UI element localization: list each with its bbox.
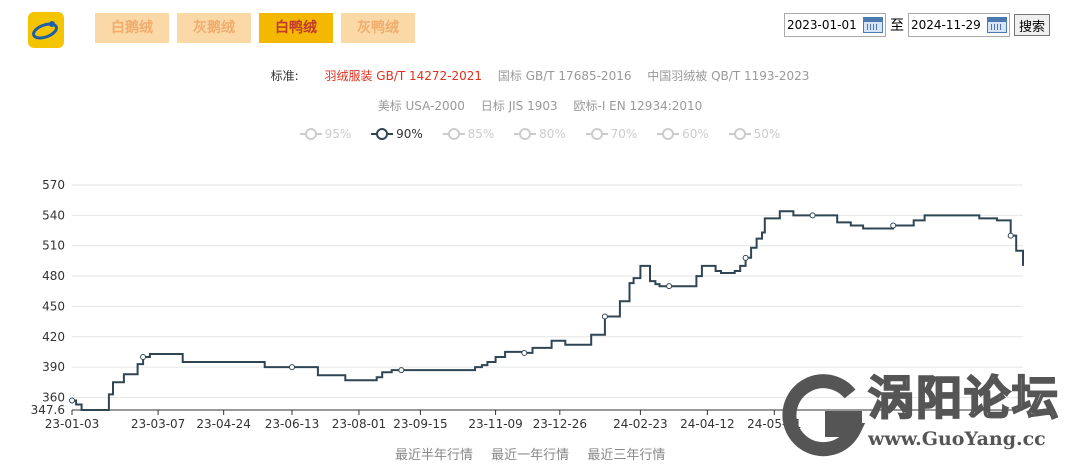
legend-marker-icon xyxy=(299,128,322,140)
calendar-icon[interactable] xyxy=(863,17,883,33)
series-line-90 xyxy=(72,210,1024,411)
legend-item-70[interactable]: 70% xyxy=(585,127,638,141)
y-tick-label: 450 xyxy=(42,299,65,313)
y-tick-label: 480 xyxy=(42,269,65,283)
y-tick-label: 360 xyxy=(42,390,65,404)
standard-qb-1193[interactable]: 中国羽绒被 QB/T 1193-2023 xyxy=(647,69,810,83)
watermark-g-logo-icon xyxy=(782,374,866,457)
series-point-90 xyxy=(288,364,295,371)
logo-swoosh-icon xyxy=(32,21,58,40)
tab-grey-goose-down[interactable]: 灰鹅绒 xyxy=(177,13,251,43)
legend-label: 80% xyxy=(539,127,566,141)
search-button[interactable]: 搜索 xyxy=(1014,14,1051,36)
series-point-90 xyxy=(809,212,816,219)
x-tick-label: 23-03-07 xyxy=(131,417,185,431)
standard-gb-14272[interactable]: 羽绒服装 GB/T 14272-2021 xyxy=(324,69,483,83)
range-links: 最近半年行情 最近一年行情 最近三年行情 xyxy=(395,444,679,463)
series-point-90 xyxy=(601,313,608,320)
x-tick-label: 23-01-03 xyxy=(45,417,99,431)
x-tick-label: 24-04-12 xyxy=(680,417,734,431)
standards-row-2: 美标 USA-2000 日标 JIS 1903 欧标-I EN 12934:20… xyxy=(0,97,1080,114)
legend-marker-icon xyxy=(442,128,465,140)
legend-label: 60% xyxy=(682,127,709,141)
watermark-title: 涡阳论坛 xyxy=(867,370,1060,426)
start-date-input[interactable] xyxy=(787,18,861,32)
legend-item-60[interactable]: 60% xyxy=(657,127,709,141)
legend-label: 50% xyxy=(753,127,781,141)
legend-label: 70% xyxy=(610,127,638,141)
standard-jis-1903[interactable]: 日标 JIS 1903 xyxy=(480,99,558,113)
tab-grey-duck-down[interactable]: 灰鸭绒 xyxy=(341,13,415,43)
standard-gb-17685[interactable]: 国标 GB/T 17685-2016 xyxy=(497,69,632,83)
y-tick-label: 540 xyxy=(42,208,65,222)
series-point-90 xyxy=(398,367,405,374)
legend-marker-icon xyxy=(657,128,680,140)
start-date-field xyxy=(784,13,886,37)
series-point-90 xyxy=(1007,232,1014,239)
series-point-90 xyxy=(742,254,749,261)
end-date-field xyxy=(908,13,1010,37)
legend-label: 90% xyxy=(396,127,423,141)
legend-item-85[interactable]: 85% xyxy=(442,127,495,141)
x-tick-label: 23-04-24 xyxy=(196,417,250,431)
legend-marker-icon xyxy=(728,128,751,140)
x-tick-label: 23-08-01 xyxy=(332,417,386,431)
series-point-90 xyxy=(666,283,673,290)
range-half-year-link[interactable]: 最近半年行情 xyxy=(395,448,474,463)
end-date-input[interactable] xyxy=(911,18,985,32)
standard-en-12934[interactable]: 欧标-I EN 12934:2010 xyxy=(573,99,703,113)
standard-usa-2000[interactable]: 美标 USA-2000 xyxy=(377,99,465,113)
x-tick-label: 24-02-23 xyxy=(613,417,667,431)
legend-label: 95% xyxy=(324,127,352,141)
legend-label: 85% xyxy=(467,127,495,141)
y-tick-label: 570 xyxy=(42,178,65,192)
down-type-tabs: 白鹅绒 灰鹅绒 白鸭绒 灰鸭绒 xyxy=(95,13,415,43)
calendar-icon[interactable] xyxy=(987,17,1007,33)
y-tick-label: 347.6 xyxy=(31,403,65,417)
y-tick-label: 390 xyxy=(42,360,65,374)
date-range-separator: 至 xyxy=(890,18,904,34)
x-tick-label: 23-11-09 xyxy=(468,417,522,431)
site-logo xyxy=(28,12,64,48)
x-tick-label: 23-09-15 xyxy=(393,417,447,431)
standards-row-1: 标准: 羽绒服装 GB/T 14272-2021 国标 GB/T 17685-2… xyxy=(0,67,1080,84)
legend-item-95[interactable]: 95% xyxy=(299,127,352,141)
y-tick-label: 510 xyxy=(42,239,65,253)
chart-legend: 95% 90% 85% 80% 70% 60% 50% xyxy=(0,127,1080,143)
legend-item-50[interactable]: 50% xyxy=(728,127,781,141)
legend-marker-icon xyxy=(371,128,394,140)
tab-white-duck-down[interactable]: 白鸭绒 xyxy=(259,13,333,43)
series-point-90 xyxy=(890,222,897,229)
standards-label: 标准: xyxy=(270,69,299,83)
series-point-90 xyxy=(521,349,528,356)
series-point-90 xyxy=(140,353,147,360)
x-tick-label: 23-12-26 xyxy=(533,417,587,431)
watermark-url: www.GuoYang.cc xyxy=(868,428,1046,450)
series-point-90 xyxy=(69,397,75,404)
x-tick-label: 23-06-13 xyxy=(265,417,319,431)
date-filter: 至 搜索 xyxy=(784,13,1051,37)
range-three-year-link[interactable]: 最近三年行情 xyxy=(587,448,666,463)
watermark: 涡阳论坛 www.GuoYang.cc xyxy=(780,368,1080,466)
range-one-year-link[interactable]: 最近一年行情 xyxy=(491,448,570,463)
legend-marker-icon xyxy=(514,128,537,140)
legend-item-80[interactable]: 80% xyxy=(514,127,566,141)
legend-item-90[interactable]: 90% xyxy=(371,127,423,141)
tab-white-goose-down[interactable]: 白鹅绒 xyxy=(95,13,169,43)
y-tick-label: 420 xyxy=(42,330,65,344)
legend-marker-icon xyxy=(585,128,608,140)
